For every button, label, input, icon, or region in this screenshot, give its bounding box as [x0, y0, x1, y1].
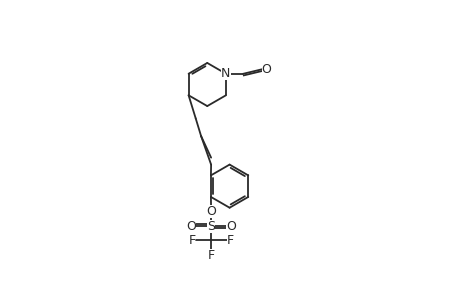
Text: O: O — [226, 220, 235, 233]
Text: F: F — [226, 233, 234, 247]
Text: O: O — [261, 63, 271, 76]
Text: S: S — [207, 220, 215, 233]
Text: F: F — [207, 249, 214, 262]
Text: F: F — [188, 233, 195, 247]
Text: O: O — [186, 220, 196, 233]
Text: O: O — [206, 205, 216, 218]
Text: N: N — [221, 67, 230, 80]
